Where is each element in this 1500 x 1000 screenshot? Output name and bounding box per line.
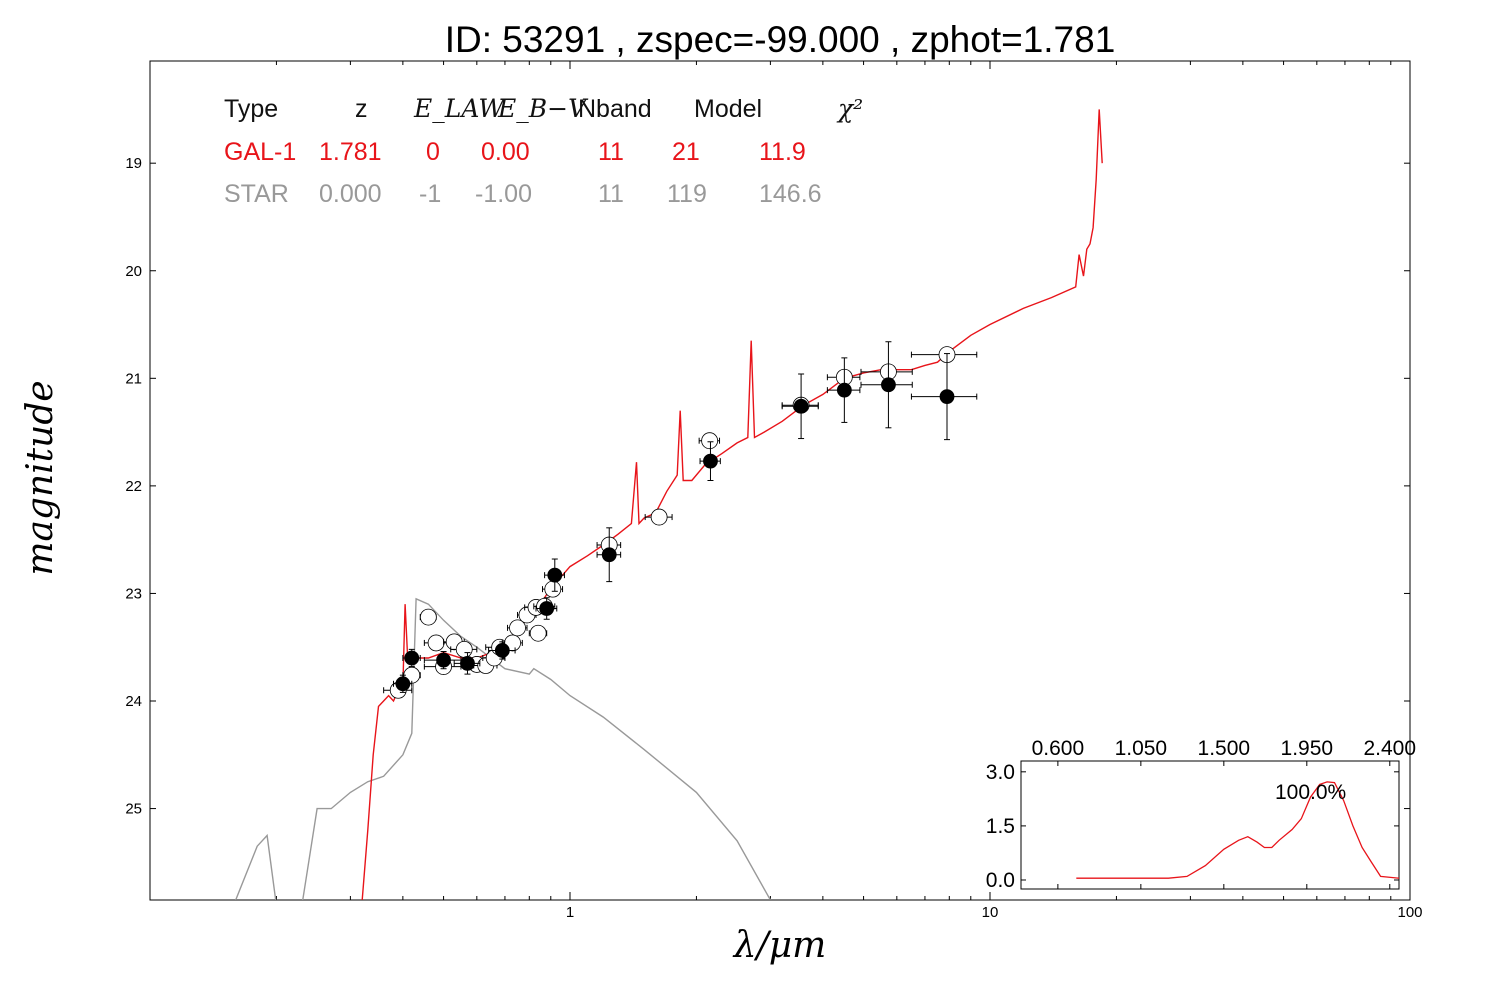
model-point bbox=[455, 640, 473, 658]
y-axis-label: magnitude bbox=[20, 380, 61, 575]
star-sed-line bbox=[235, 597, 772, 900]
model-point bbox=[419, 608, 437, 626]
x-ticks: 1 10 100 bbox=[275, 61, 1423, 921]
gal-nband: 11 bbox=[598, 138, 624, 166]
table-header-chi2: χ² bbox=[836, 94, 863, 123]
model-point bbox=[701, 432, 719, 450]
y-tick-label: 23 bbox=[125, 585, 142, 602]
inset-x-tick-label: 1.500 bbox=[1198, 737, 1251, 760]
inset-y-tick-label: 0.0 bbox=[986, 869, 1015, 892]
gal-type: GAL-1 bbox=[224, 138, 296, 166]
model-point bbox=[427, 634, 445, 652]
observed-point bbox=[881, 377, 896, 393]
y-tick-label: 25 bbox=[125, 801, 142, 818]
main-plot-frame bbox=[149, 60, 1411, 901]
gal-z: 1.781 bbox=[319, 138, 382, 166]
y-tick-label: 22 bbox=[125, 478, 142, 495]
x-axis-label: λ/μm bbox=[732, 925, 826, 966]
table-header-nband: Nband bbox=[578, 95, 652, 123]
star-ebv: -1.00 bbox=[475, 180, 532, 208]
y-tick-label: 24 bbox=[125, 693, 142, 710]
observed-point bbox=[436, 652, 451, 668]
star-type: STAR bbox=[224, 180, 289, 208]
table-header-elaw: E_LAW bbox=[413, 94, 506, 123]
pdz-line bbox=[1076, 781, 1399, 879]
gal-chi2: 11.9 bbox=[759, 138, 806, 166]
model-point bbox=[509, 619, 526, 637]
star-nband: 11 bbox=[598, 180, 624, 208]
table-row-star: STAR 0.000 -1 -1.00 11 119 146.6 bbox=[224, 180, 822, 208]
observed-point bbox=[601, 547, 617, 563]
observed-point bbox=[404, 650, 420, 666]
inset-x-tick-label: 1.050 bbox=[1115, 737, 1168, 760]
star-chi2: 146.6 bbox=[759, 180, 822, 208]
x-tick-label: 1 bbox=[566, 904, 574, 921]
inset-frame bbox=[1020, 760, 1400, 890]
observed-point bbox=[395, 676, 411, 692]
table-header-model: Model bbox=[694, 95, 762, 123]
inset-x-tick-label: 0.600 bbox=[1032, 737, 1085, 760]
inset-annotation: 100.0% bbox=[1275, 781, 1346, 804]
model-point bbox=[544, 580, 562, 598]
star-elaw: -1 bbox=[419, 180, 441, 208]
y-tick-label: 21 bbox=[125, 370, 142, 387]
gal-ebv: 0.00 bbox=[481, 138, 530, 166]
x-tick-label: 100 bbox=[1397, 904, 1422, 921]
table-header-z: z bbox=[355, 95, 368, 123]
inset-area: 0.600 1.050 1.500 1.950 2.400 0.0 1.5 3.0 bbox=[986, 737, 1416, 892]
inset-x-tick-label: 2.400 bbox=[1363, 737, 1416, 760]
table-row-gal: GAL-1 1.781 0 0.00 11 21 11.9 bbox=[224, 138, 806, 166]
observed-point bbox=[939, 389, 955, 405]
table-header-type: Type bbox=[224, 95, 278, 123]
observed-point bbox=[547, 567, 563, 583]
inset-x-tick-label: 1.950 bbox=[1281, 737, 1334, 760]
inset-y-tick-label: 1.5 bbox=[986, 815, 1015, 838]
observed-point bbox=[703, 453, 718, 469]
observed-point bbox=[836, 382, 852, 398]
gal-elaw: 0 bbox=[426, 138, 440, 166]
star-model: 119 bbox=[667, 180, 707, 208]
chart-title: ID: 53291 , zspec=-99.000 , zphot=1.781 bbox=[445, 19, 1116, 60]
observed-point bbox=[460, 655, 475, 671]
model-point bbox=[529, 624, 547, 642]
gal-model: 21 bbox=[672, 138, 700, 166]
observed-point bbox=[793, 398, 809, 414]
observed-point bbox=[539, 601, 555, 616]
observed-point bbox=[494, 643, 510, 658]
table-header-ebv: E_B−V bbox=[497, 94, 589, 123]
y-tick-label: 20 bbox=[125, 263, 142, 280]
fit-table: Type z E_LAW E_B−V Nband Model χ² GAL-1 … bbox=[224, 94, 863, 208]
inset-y-tick-label: 3.0 bbox=[986, 761, 1015, 784]
plot-area bbox=[235, 109, 1103, 900]
model-point bbox=[650, 508, 668, 526]
x-tick-label: 10 bbox=[982, 904, 999, 921]
y-ticks: 19 20 21 22 23 24 25 bbox=[125, 155, 1410, 818]
observed-points bbox=[393, 341, 978, 693]
star-z: 0.000 bbox=[319, 180, 382, 208]
y-tick-label: 19 bbox=[125, 155, 142, 172]
model-points bbox=[383, 346, 978, 699]
